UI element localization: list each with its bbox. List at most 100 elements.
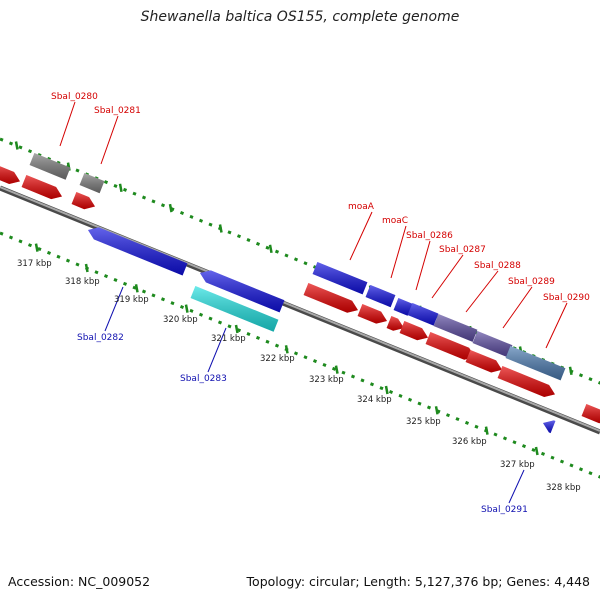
gene-label[interactable]: Sbal_0288: [474, 261, 521, 271]
tick-dot: [227, 324, 232, 329]
tick-dot: [588, 377, 593, 382]
feature-sbal-0280[interactable]: [29, 153, 71, 180]
cds-small-fwd[interactable]: [386, 316, 404, 331]
cds-sbal-0280-fwd[interactable]: [21, 175, 63, 200]
cds-sbal-0287-fwd-shade: [425, 332, 475, 360]
label-leader: [59, 101, 76, 147]
gene-label[interactable]: Sbal_0287: [439, 245, 486, 255]
cds-sbal-0279[interactable]: [0, 164, 20, 184]
gene-label[interactable]: moaC: [382, 216, 408, 226]
tick-dot: [179, 211, 185, 216]
major-tick: [268, 244, 273, 254]
label-leader: [349, 211, 373, 261]
tick-dot: [597, 475, 600, 479]
label-leader: [100, 115, 119, 165]
tick-dot: [360, 378, 365, 383]
cds-sbal-0282[interactable]: [88, 227, 188, 276]
feature-sbal-0283[interactable]: [190, 286, 279, 332]
label-leader: [465, 270, 499, 313]
tick-dot: [189, 214, 194, 219]
label-leader: [431, 254, 464, 299]
tick-dot: [293, 257, 299, 262]
cds-moaC[interactable]: [365, 285, 396, 308]
tick-dot: [303, 355, 308, 360]
cds-moaC-fwd[interactable]: [357, 304, 387, 324]
tick-dot: [597, 381, 600, 385]
cds-sbal-0287-fwd[interactable]: [425, 332, 475, 360]
feature-sbal-0289[interactable]: [505, 346, 566, 381]
cds-sbal-0289-fwd[interactable]: [497, 366, 555, 397]
cds-moaA-shade: [312, 262, 368, 295]
feature-sbal-0287[interactable]: [433, 314, 478, 342]
tick-dot: [388, 390, 394, 395]
tick-dot: [265, 245, 270, 250]
major-tick: [534, 446, 539, 456]
label-leader: [207, 327, 227, 373]
cds-moaA[interactable]: [312, 262, 368, 295]
feature-sbal-0288-shade: [472, 331, 513, 358]
label-leader: [545, 302, 568, 349]
tick-dot: [198, 218, 204, 223]
major-tick: [434, 406, 439, 415]
tick-dot: [160, 203, 166, 208]
tick-dot: [284, 253, 289, 258]
genes-label: Genes:: [506, 574, 551, 589]
gene-label[interactable]: Sbal_0280: [51, 92, 98, 102]
cds-small-rev[interactable]: [393, 298, 413, 316]
cds-sbal-0290-fwd[interactable]: [581, 404, 600, 424]
cds-sbal-0291[interactable]: [543, 420, 556, 434]
gene-label[interactable]: Sbal_0289: [508, 277, 555, 287]
gene-label[interactable]: Sbal_0291: [481, 505, 528, 515]
tick-dot: [293, 351, 299, 356]
tick-dot: [417, 401, 422, 406]
gene-label[interactable]: moaA: [348, 202, 375, 212]
gene-label[interactable]: Sbal_0282: [77, 333, 124, 343]
gene-label[interactable]: Sbal_0281: [94, 106, 141, 116]
tick-dot: [160, 297, 166, 302]
tick-dot: [274, 249, 280, 254]
tick-dot: [27, 243, 33, 248]
tick-dot: [426, 405, 432, 410]
tick-dot: [455, 417, 460, 422]
accession-label: Accession:: [8, 574, 75, 589]
cds-sbal-0286[interactable]: [407, 303, 439, 326]
gene-label[interactable]: Sbal_0283: [180, 374, 227, 384]
cds-sbal-0288-fwd[interactable]: [465, 350, 502, 373]
tick-dot: [379, 386, 384, 391]
map-title: Shewanella baltica OS155, complete genom…: [140, 9, 460, 25]
tick-dot: [170, 301, 175, 306]
major-tick: [218, 224, 223, 233]
feature-sbal-0288[interactable]: [472, 331, 513, 358]
tick-dot: [8, 141, 14, 146]
major-tick: [34, 243, 39, 252]
tick-dot: [559, 459, 565, 464]
cds-sbal-0281-fwd[interactable]: [71, 192, 95, 210]
tick-dot: [151, 293, 156, 298]
tick-dot: [122, 281, 128, 286]
gene-label[interactable]: Sbal_0286: [406, 231, 453, 241]
tick-dot: [113, 277, 118, 282]
scale-label: 325 kbp: [406, 417, 441, 427]
genome-summary: Topology: circular; Length: 5,127,376 bp…: [246, 574, 590, 589]
cds-sbal-0283-blue[interactable]: [200, 270, 285, 313]
label-leader: [390, 225, 407, 279]
tick-dot: [350, 374, 356, 379]
cds-moaA-fwd[interactable]: [303, 283, 358, 313]
tick-dot: [474, 424, 479, 429]
cds-sbal-0286-shade: [407, 303, 439, 326]
tick-dot: [588, 471, 593, 476]
cds-sbal-0281-fwd-shade: [71, 192, 95, 210]
tick-dot: [502, 436, 508, 441]
cds-sbal-0286-fwd[interactable]: [399, 321, 428, 341]
feature-sbal-0281[interactable]: [79, 173, 105, 194]
major-tick: [234, 324, 239, 334]
major-tick: [384, 385, 389, 395]
major-tick: [484, 426, 489, 435]
gene-label[interactable]: Sbal_0290: [543, 293, 590, 303]
cds-moaC-shade: [365, 285, 396, 308]
tick-dot: [369, 382, 375, 387]
cds-sbal-0290-fwd-shade: [581, 404, 600, 424]
tick-dot: [179, 305, 185, 310]
